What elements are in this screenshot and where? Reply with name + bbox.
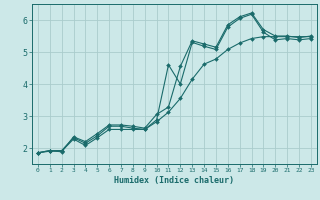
X-axis label: Humidex (Indice chaleur): Humidex (Indice chaleur) [115, 176, 234, 185]
